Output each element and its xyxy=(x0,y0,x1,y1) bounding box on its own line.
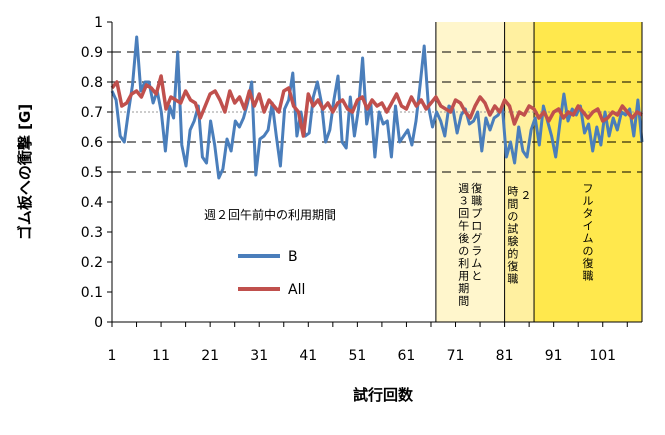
y-tick-label: 0.5 xyxy=(81,165,103,181)
region-label-char: グ xyxy=(471,231,482,245)
tick-labels: 00.10.20.30.40.50.60.70.80.911 11 21 31 41 51… xyxy=(81,15,628,364)
region-label-char: 験 xyxy=(507,234,518,248)
x-tick-label: 11 xyxy=(152,348,170,364)
region-label-char: の xyxy=(507,210,518,223)
x-tick-label: 101 xyxy=(589,348,616,364)
region-label-char: ム xyxy=(471,257,482,270)
region-label-char: 午 xyxy=(458,220,469,233)
region-label-char: 復 xyxy=(471,182,482,195)
region-label-char: 復 xyxy=(583,257,594,270)
region-label-char: 後 xyxy=(458,231,469,245)
region-label-char: 時 xyxy=(507,185,518,198)
x-tick-label: 21 xyxy=(201,348,219,364)
y-tick-label: 0.4 xyxy=(81,195,103,211)
series-lines xyxy=(110,35,644,180)
region-label-char: 職 xyxy=(507,273,518,286)
region-label-char: ム xyxy=(583,232,594,245)
region-label-char: フ xyxy=(583,182,594,195)
legend-label-All: All xyxy=(288,282,305,298)
y-tick-label: 0.7 xyxy=(81,105,103,121)
y-tick-label: 0.9 xyxy=(81,45,103,61)
y-tick-label: 0.6 xyxy=(81,135,103,151)
y-tick-label: 0.3 xyxy=(81,225,103,241)
region-label-char: 復 xyxy=(507,260,518,273)
x-tick-label: 81 xyxy=(496,348,514,364)
region-label-char: 間 xyxy=(507,198,518,211)
region-label-char: 間 xyxy=(458,295,469,308)
region-label-char: 回 xyxy=(458,207,469,220)
x-tick-label: 61 xyxy=(398,348,416,364)
region-label-char: 的 xyxy=(507,247,518,261)
series-line-B xyxy=(110,35,644,180)
region-label-char: イ xyxy=(583,220,594,233)
region-label-char: ３ xyxy=(458,195,469,208)
region-label-char: と xyxy=(471,270,482,283)
y-tick-label: 1 xyxy=(94,15,103,31)
region-label-char: 用 xyxy=(458,270,469,283)
legend-label-B: B xyxy=(288,249,298,265)
x-axis-title: 試行回数 xyxy=(353,386,414,404)
x-tick-label: 1 xyxy=(108,348,117,364)
region-label-char: 期 xyxy=(458,282,469,295)
x-tick-label: 91 xyxy=(545,348,563,364)
legend: B All xyxy=(238,249,305,298)
region-label-char: の xyxy=(583,245,594,258)
x-tick-label: 41 xyxy=(299,348,317,364)
region-annotations: 週２回午前中の利用期間復職プログラムと週３回午後の利用期間２時間の試験的復職フル… xyxy=(204,182,594,308)
region-label-char: ラ xyxy=(471,245,482,258)
region-label-char: 試 xyxy=(507,222,518,236)
region-label-char: 職 xyxy=(471,195,482,208)
region-label-char: ２ xyxy=(520,189,531,202)
x-tick-label: 51 xyxy=(348,348,366,364)
y-tick-label: 0.8 xyxy=(81,75,103,91)
y-tick-label: 0.2 xyxy=(81,255,103,271)
series-line-All xyxy=(110,74,643,138)
region-label-char: 利 xyxy=(458,257,469,270)
region-label-char: タ xyxy=(583,207,594,220)
y-tick-label: 0 xyxy=(94,315,103,331)
y-tick-label: 0.1 xyxy=(81,285,103,301)
region-label-char: 職 xyxy=(583,270,594,283)
region-label-char: の xyxy=(458,245,469,258)
y-axis-title: ゴム板への衝撃 [G] xyxy=(16,104,34,240)
region-label-char: 週 xyxy=(458,182,469,195)
region-label-char: ロ xyxy=(471,220,482,233)
region-label-char: ル xyxy=(583,195,594,208)
region-label-char: プ xyxy=(471,207,482,220)
x-tick-label: 71 xyxy=(447,348,465,364)
x-tick-label: 31 xyxy=(250,348,268,364)
region-label-0: 週２回午前中の利用期間 xyxy=(204,207,336,222)
